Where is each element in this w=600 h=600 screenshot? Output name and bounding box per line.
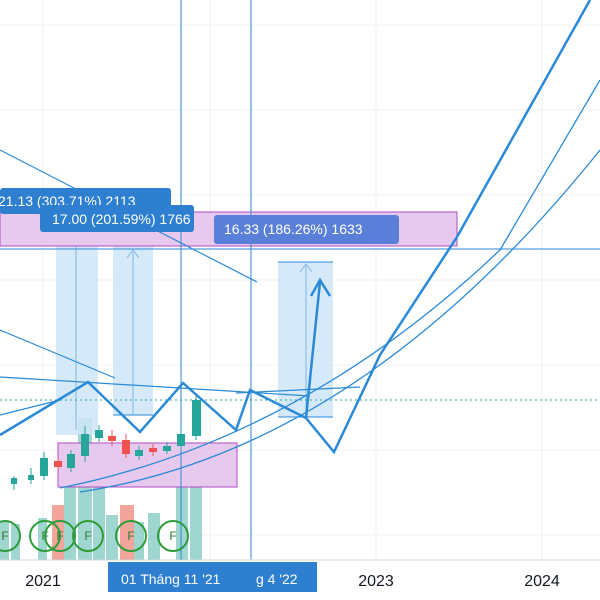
earnings-markers[interactable]: F F F F F F: [0, 520, 189, 552]
candle: [192, 400, 201, 436]
candle: [149, 448, 157, 452]
volume-bar: [190, 470, 202, 560]
measure-arrowhead-2: [126, 249, 140, 259]
earnings-marker: F: [44, 520, 76, 552]
volume-bar: [120, 505, 134, 560]
projection-arrow: [304, 281, 322, 419]
earnings-marker: F: [0, 520, 21, 552]
measure-label-2: 17.00 (201.59%) 1766: [40, 205, 194, 232]
growth-curves: [59, 79, 600, 493]
volume-bar: [106, 515, 118, 560]
svg-text:F: F: [127, 529, 134, 543]
crosshair-date-label: 01 Tháng 11 '21: [108, 562, 252, 592]
volume-bar: [0, 522, 9, 560]
vertical-lines: [180, 0, 252, 560]
projection-arrowhead: [309, 277, 332, 297]
volume-bar: [134, 522, 144, 560]
candle: [135, 450, 143, 456]
svg-text:F: F: [1, 529, 8, 543]
svg-text:F: F: [56, 529, 63, 543]
candles: [11, 396, 201, 490]
svg-text:01 Tháng 11 '21: 01 Tháng 11 '21: [121, 571, 221, 587]
x-tick-label: 2023: [358, 573, 394, 590]
candle: [54, 461, 62, 467]
x-tick-label: 2021: [25, 573, 61, 590]
candle: [11, 478, 17, 484]
volume-bar: [148, 513, 160, 560]
candle: [81, 434, 89, 456]
measure-arrowhead-3: [299, 263, 313, 273]
crosshair-date-label: g 4 '22: [251, 562, 317, 592]
volume-bar: [176, 472, 188, 560]
earnings-marker: F: [72, 520, 104, 552]
svg-text:F: F: [84, 529, 91, 543]
svg-text:F: F: [169, 529, 176, 543]
earnings-marker: F: [115, 520, 147, 552]
candle: [67, 454, 75, 468]
svg-text:16.33 (186.26%) 1633: 16.33 (186.26%) 1633: [224, 221, 363, 237]
measure-label-3: 16.33 (186.26%) 1633: [214, 215, 399, 244]
zigzag-projection: [0, 0, 592, 455]
candle: [177, 434, 185, 446]
candle: [95, 430, 103, 438]
earnings-marker: F: [157, 520, 189, 552]
candle: [40, 458, 48, 476]
candle: [163, 446, 171, 451]
svg-text:g 4 '22: g 4 '22: [256, 571, 298, 587]
volume-bar: [11, 524, 20, 560]
candle: [122, 440, 130, 454]
x-tick-label: 2024: [524, 573, 560, 590]
volume-bar: [38, 518, 47, 560]
candle: [28, 475, 34, 480]
svg-text:17.00 (201.59%) 1766: 17.00 (201.59%) 1766: [52, 211, 191, 227]
candle: [108, 436, 116, 441]
